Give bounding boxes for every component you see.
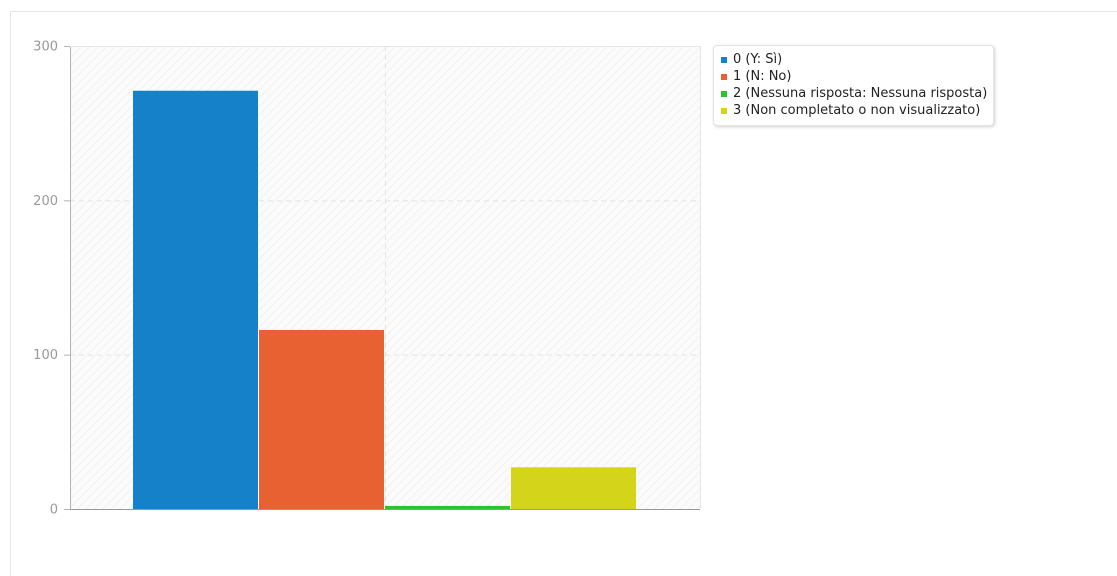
bar-series-3 <box>511 467 636 509</box>
legend-swatch <box>721 56 727 63</box>
y-tick-label: 0 <box>50 503 58 518</box>
bar-series-0 <box>133 90 258 510</box>
axes <box>70 46 701 510</box>
legend-item[interactable]: 1 (N: No) <box>721 68 987 85</box>
legend-item[interactable]: 2 (Nessuna risposta: Nessuna risposta) <box>721 85 987 102</box>
y-tick-label: 100 <box>33 348 58 363</box>
bar-series-2 <box>385 505 510 509</box>
legend-label: 3 (Non completato o non visualizzato) <box>733 103 981 118</box>
y-tick-labels: 0 100 200 300 <box>33 40 70 518</box>
bars <box>133 90 636 510</box>
legend-label: 0 (Y: Sì) <box>733 52 783 67</box>
y-tick-label: 200 <box>33 194 58 209</box>
legend-item[interactable]: 3 (Non completato o non visualizzato) <box>721 102 987 119</box>
legend-label: 2 (Nessuna risposta: Nessuna risposta) <box>733 86 988 101</box>
legend-label: 1 (N: No) <box>733 69 792 84</box>
y-tick-label: 300 <box>33 40 58 55</box>
legend-swatch <box>721 107 727 114</box>
legend-swatch <box>721 90 727 97</box>
legend-item[interactable]: 0 (Y: Sì) <box>721 51 987 68</box>
bar-series-1 <box>259 329 384 509</box>
legend: 0 (Y: Sì) 1 (N: No) 2 (Nessuna risposta: N… <box>713 45 995 126</box>
legend-swatch <box>721 73 727 80</box>
